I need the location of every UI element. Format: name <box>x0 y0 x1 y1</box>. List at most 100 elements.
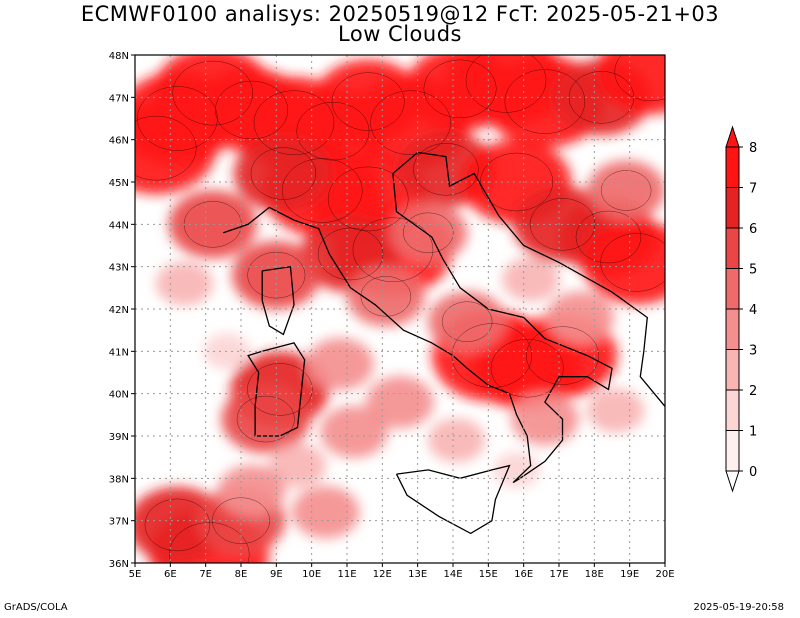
footer-timestamp: 2025-05-19-20:58 <box>693 602 784 613</box>
contour-21 <box>575 210 642 264</box>
contour-34 <box>360 276 412 317</box>
x-tick-label-7: 12E <box>373 569 392 580</box>
contour-20 <box>529 198 596 251</box>
cloud-cell-47 <box>155 261 214 306</box>
colorbar-swatch-5 <box>725 227 740 269</box>
x-tick-label-8: 13E <box>408 569 427 580</box>
x-tick-label-6: 11E <box>337 569 356 580</box>
contour-26 <box>490 339 564 398</box>
y-tick-label-5: 41N <box>109 347 129 358</box>
cloud-cell-43 <box>586 388 645 433</box>
colorbar-label-4: 4 <box>749 303 757 318</box>
contour-19 <box>480 152 554 212</box>
x-axis: 5E 6E 7E 8E 9E 10E 11E 12E 13E 14E 15E 16E 17E 18E 19E… <box>129 563 675 580</box>
cloud-cell-24 <box>232 241 321 310</box>
cloud-cell-42 <box>511 393 579 446</box>
y-axis: 36N 37N 38N 39N 40N 41N 42N 43N 44N 45N 46N 47N 48N <box>109 51 135 570</box>
contour-29 <box>236 395 295 443</box>
contour-9 <box>465 55 547 113</box>
x-tick-label-2: 7E <box>199 569 212 580</box>
contour-12 <box>614 55 665 102</box>
colorbar: 0 1 2 3 4 5 6 7 8 <box>725 125 757 493</box>
colorbar-top-arrow <box>725 125 740 148</box>
colorbar-label-0: 0 <box>749 465 757 480</box>
y-tick-label-6: 42N <box>109 305 129 316</box>
contour-8 <box>423 59 497 119</box>
contour-18 <box>413 143 479 196</box>
colorbar-swatch-1 <box>725 389 740 431</box>
x-tick-label-14: 19E <box>620 569 639 580</box>
cloud-cell-22 <box>582 220 665 305</box>
cloud-cell-23 <box>168 190 257 259</box>
cloud-cell-36 <box>306 338 374 391</box>
colorbar-label-5: 5 <box>749 263 757 278</box>
cloud-cell-12 <box>596 55 665 114</box>
colorbar-label-8: 8 <box>749 141 757 156</box>
x-tick-label-1: 6E <box>164 569 177 580</box>
colorbar-bottom-arrow <box>725 470 740 493</box>
colorbar-swatch-7 <box>725 146 740 188</box>
cloud-cell-33 <box>389 202 468 263</box>
footer-credit: GrADS/COLA <box>4 602 68 613</box>
x-tick-label-3: 8E <box>235 569 248 580</box>
cloud-field <box>135 55 665 563</box>
colorbar-swatch-4 <box>725 268 740 310</box>
contour-10 <box>504 69 586 134</box>
contour-17 <box>317 227 384 281</box>
coastline-2 <box>261 265 295 336</box>
cloud-cell-37 <box>366 376 434 429</box>
y-tick-label-1: 37N <box>109 517 129 528</box>
colorbar-label-7: 7 <box>749 182 757 197</box>
colorbar-label-6: 6 <box>749 222 757 237</box>
x-tick-label-13: 18E <box>585 569 604 580</box>
x-tick-label-9: 14E <box>443 569 462 580</box>
cloud-cell-38 <box>320 405 388 458</box>
contour-3 <box>215 80 289 140</box>
contour-45 <box>600 170 652 211</box>
colorbar-swatch-3 <box>725 308 740 350</box>
cloud-cell-34 <box>346 266 425 327</box>
contour-16 <box>352 217 434 282</box>
colorbar-label-3: 3 <box>749 344 757 359</box>
y-tick-label-2: 38N <box>109 474 129 485</box>
contour-13 <box>282 158 363 223</box>
cloud-cell-35 <box>428 291 507 352</box>
x-tick-label-4: 9E <box>270 569 283 580</box>
x-tick-label-5: 10E <box>302 569 321 580</box>
contour-27 <box>526 326 600 385</box>
contour-5 <box>296 101 370 161</box>
cloud-cell-41 <box>292 486 360 539</box>
cloud-cell-29 <box>221 385 310 454</box>
contour-0 <box>137 86 218 151</box>
cloud-cell-49 <box>427 418 486 463</box>
y-tick-label-12: 48N <box>109 51 129 62</box>
cloud-cell-46 <box>502 257 560 302</box>
contour-6 <box>331 72 405 131</box>
contour-2 <box>172 60 253 126</box>
y-tick-label-7: 43N <box>109 263 129 274</box>
contour-24 <box>247 251 306 299</box>
contour-32 <box>212 497 270 544</box>
contour-22 <box>600 233 665 292</box>
contour-15 <box>250 147 317 200</box>
contour-14 <box>327 166 409 232</box>
contour-28 <box>247 363 313 416</box>
cloud-cell-50 <box>493 451 540 488</box>
contour-30 <box>168 522 250 563</box>
x-tick-label-0: 5E <box>129 569 142 580</box>
x-tick-label-10: 15E <box>479 569 498 580</box>
contour-35 <box>441 301 493 342</box>
grid-lines <box>135 55 665 563</box>
contour-33 <box>403 212 454 254</box>
colorbar-label-2: 2 <box>749 384 757 399</box>
y-tick-label-8: 44N <box>109 220 129 231</box>
y-tick-label-9: 45N <box>109 178 129 189</box>
contour-31 <box>144 498 211 552</box>
cloud-cell-44 <box>546 291 614 344</box>
contour-7 <box>370 90 451 155</box>
chart-subtitle: Low Clouds <box>338 22 462 46</box>
y-tick-label-0: 36N <box>109 559 129 570</box>
coastlines <box>223 151 665 535</box>
colorbar-swatch-0 <box>725 430 740 472</box>
